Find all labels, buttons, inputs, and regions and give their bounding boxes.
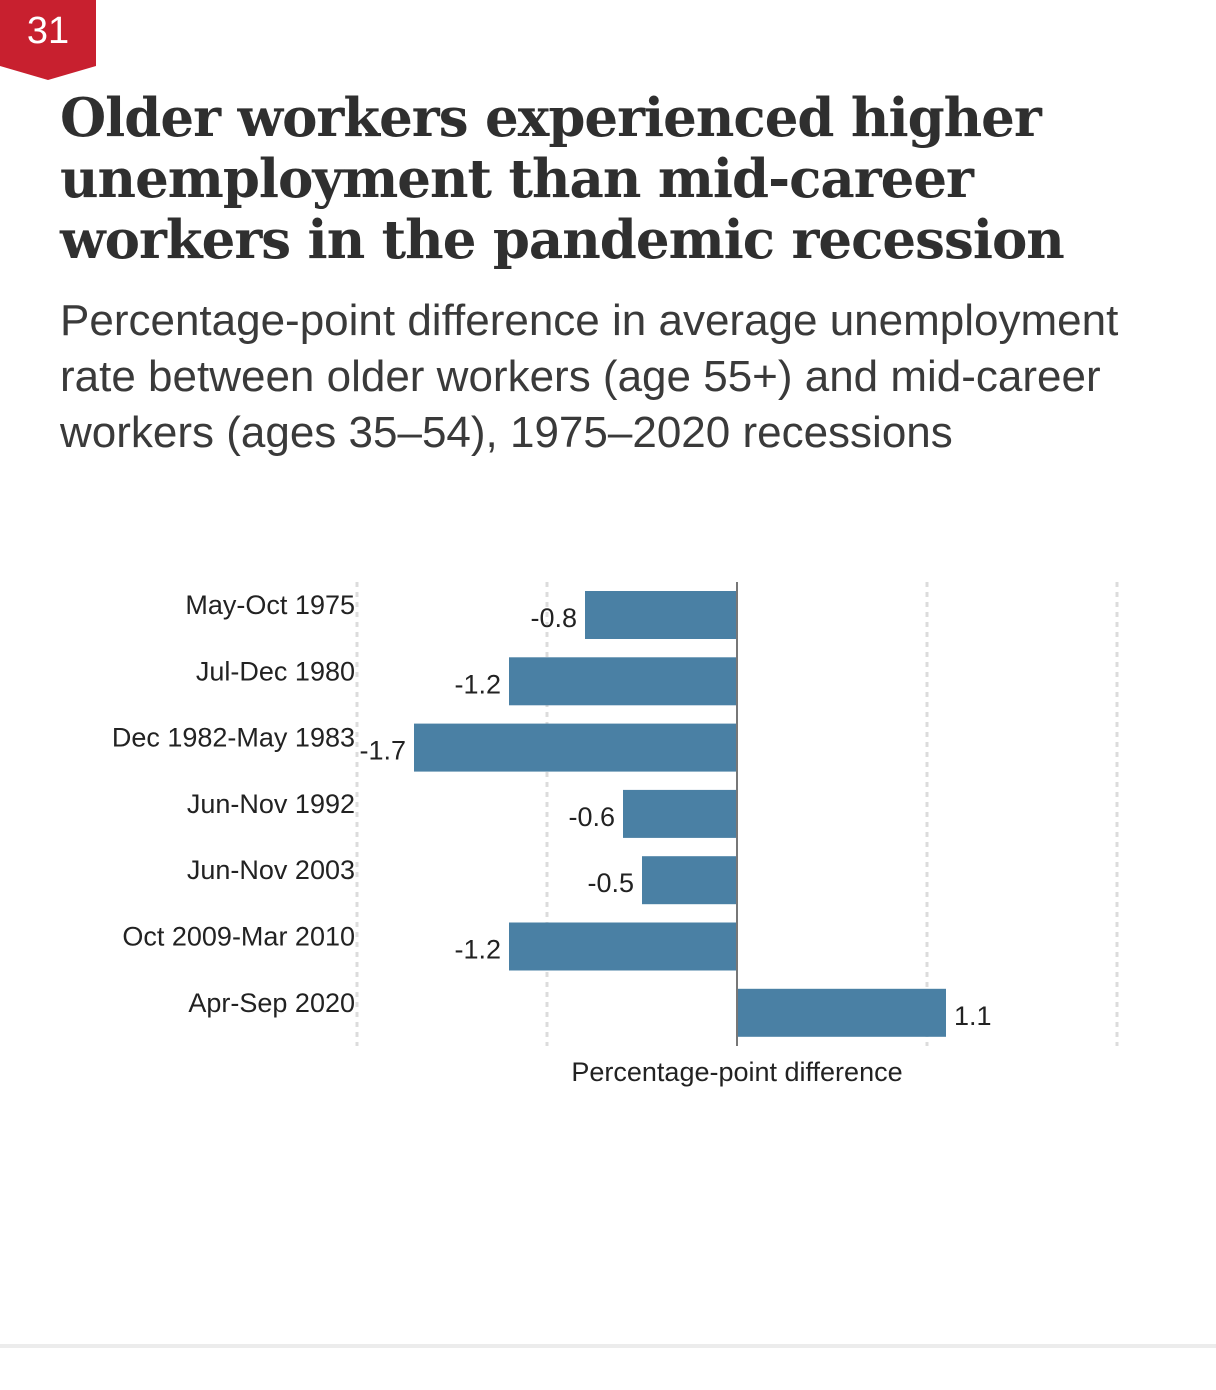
bars bbox=[414, 591, 946, 1037]
chart-number-badge: 31 bbox=[0, 0, 96, 80]
bottom-divider bbox=[0, 1344, 1216, 1348]
bar-chart: May-Oct 1975 Jul-Dec 1980 Dec 1982-May 198… bbox=[112, 582, 1119, 1087]
chart-title: Older workers experienced higher unemplo… bbox=[60, 87, 1065, 271]
category-label: Apr-Sep 2020 bbox=[188, 988, 355, 1018]
value-label: -1.2 bbox=[454, 669, 501, 699]
category-labels: May-Oct 1975 Jul-Dec 1980 Dec 1982-May 198… bbox=[112, 590, 355, 1018]
category-label: Jun-Nov 2003 bbox=[187, 855, 355, 885]
bar bbox=[623, 789, 737, 838]
bar bbox=[642, 856, 737, 905]
x-axis-title: Percentage-point difference bbox=[571, 1057, 902, 1087]
category-label: May-Oct 1975 bbox=[185, 590, 355, 620]
category-label: Jun-Nov 1992 bbox=[187, 789, 355, 819]
chart-subtitle: Percentage-point difference in average u… bbox=[60, 296, 1119, 457]
badge-number: 31 bbox=[26, 10, 70, 52]
value-label: -1.2 bbox=[454, 935, 501, 965]
value-labels: -0.8 -1.2 -1.7 -0.6 -0.5 -1.2 1.1 bbox=[359, 603, 991, 1031]
value-label: 1.1 bbox=[954, 1001, 992, 1031]
category-label: Jul-Dec 1980 bbox=[196, 656, 355, 686]
category-label: Dec 1982-May 1983 bbox=[112, 723, 355, 753]
bar bbox=[509, 657, 737, 706]
category-label: Oct 2009-Mar 2010 bbox=[122, 922, 355, 952]
value-label: -0.8 bbox=[530, 603, 577, 633]
value-label: -0.5 bbox=[587, 868, 634, 898]
bar bbox=[737, 988, 946, 1037]
value-label: -0.6 bbox=[568, 802, 615, 832]
bar bbox=[414, 723, 737, 772]
bar bbox=[509, 922, 737, 971]
bar bbox=[585, 591, 737, 639]
badge-shape bbox=[0, 0, 96, 80]
gridlines bbox=[355, 582, 1119, 1046]
value-label: -1.7 bbox=[359, 736, 406, 766]
